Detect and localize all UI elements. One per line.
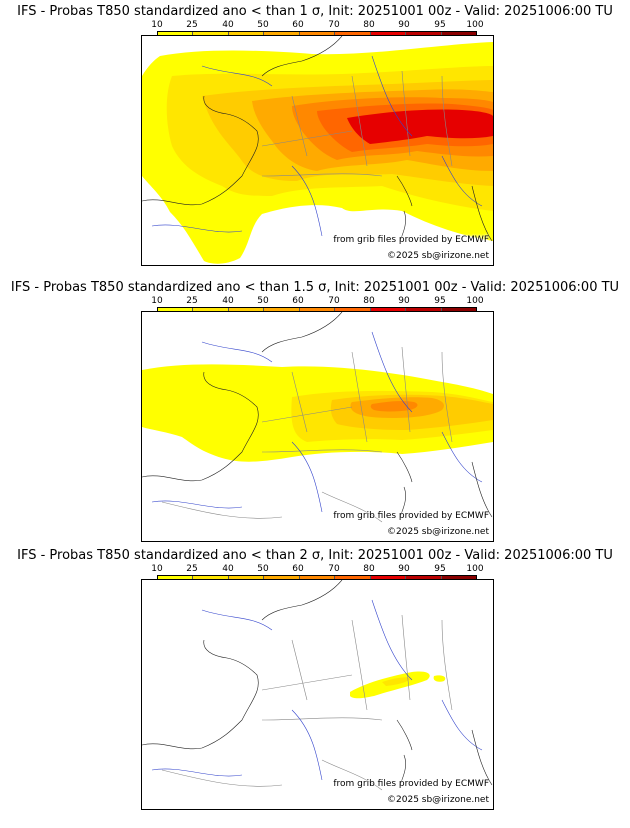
probability-map: from grib files provided by ECMWF ©2025 … bbox=[141, 579, 494, 810]
map-borders bbox=[142, 580, 493, 791]
legend-tick-label: 95 bbox=[434, 296, 446, 306]
legend-tick-label: 95 bbox=[434, 564, 446, 574]
legend-tick-label: 70 bbox=[328, 296, 340, 306]
probability-panel-1-sigma: IFS - Probas T850 standardized ano < tha… bbox=[0, 4, 630, 272]
legend-tick-label: 90 bbox=[398, 20, 410, 30]
legend-tick-label: 60 bbox=[292, 20, 304, 30]
legend-tick-label: 70 bbox=[328, 20, 340, 30]
legend-tick-label: 100 bbox=[466, 20, 484, 30]
legend-tick-label: 80 bbox=[363, 296, 375, 306]
legend-tick-label: 10 bbox=[151, 296, 163, 306]
legend-tick-label: 25 bbox=[186, 564, 198, 574]
source-credit: from grib files provided by ECMWF bbox=[333, 511, 489, 521]
map-canvas bbox=[142, 36, 493, 264]
panel-title: IFS - Probas T850 standardized ano < tha… bbox=[10, 280, 620, 295]
copyright-text: ©2025 sb@irizone.net bbox=[387, 527, 489, 537]
probability-panel-1.5-sigma: IFS - Probas T850 standardized ano < tha… bbox=[0, 280, 630, 548]
map-canvas bbox=[142, 580, 493, 791]
probability-map: from grib files provided by ECMWF ©2025 … bbox=[141, 35, 494, 266]
legend-tick-label: 10 bbox=[151, 564, 163, 574]
legend-tick-label: 70 bbox=[328, 564, 340, 574]
panel-title: IFS - Probas T850 standardized ano < tha… bbox=[17, 548, 613, 563]
legend-tick-label: 80 bbox=[363, 564, 375, 574]
legend-tick-label: 25 bbox=[186, 20, 198, 30]
legend-tick-label: 40 bbox=[222, 20, 234, 30]
legend-tick-label: 90 bbox=[398, 564, 410, 574]
legend-tick-label: 50 bbox=[257, 564, 269, 574]
probability-fill bbox=[350, 671, 446, 699]
legend-tick-label: 100 bbox=[466, 564, 484, 574]
source-credit: from grib files provided by ECMWF bbox=[333, 235, 489, 245]
legend-tick-label: 50 bbox=[257, 20, 269, 30]
legend-tick-label: 10 bbox=[151, 20, 163, 30]
source-credit: from grib files provided by ECMWF bbox=[333, 779, 489, 789]
map-canvas bbox=[142, 312, 493, 523]
map-borders bbox=[142, 312, 493, 523]
legend-tick-label: 40 bbox=[222, 564, 234, 574]
legend-tick-label: 25 bbox=[186, 296, 198, 306]
probability-panel-2-sigma: IFS - Probas T850 standardized ano < tha… bbox=[0, 548, 630, 816]
copyright-text: ©2025 sb@irizone.net bbox=[387, 795, 489, 805]
copyright-text: ©2025 sb@irizone.net bbox=[387, 251, 489, 261]
legend-tick-label: 50 bbox=[257, 296, 269, 306]
legend-tick-label: 60 bbox=[292, 296, 304, 306]
panel-title: IFS - Probas T850 standardized ano < tha… bbox=[17, 4, 613, 19]
legend-tick-label: 100 bbox=[466, 296, 484, 306]
legend-tick-label: 90 bbox=[398, 296, 410, 306]
probability-map: from grib files provided by ECMWF ©2025 … bbox=[141, 311, 494, 542]
legend-tick-label: 95 bbox=[434, 20, 446, 30]
map-borders bbox=[142, 36, 493, 242]
legend-tick-label: 80 bbox=[363, 20, 375, 30]
probability-fill bbox=[142, 42, 493, 264]
legend-tick-label: 40 bbox=[222, 296, 234, 306]
legend-tick-label: 60 bbox=[292, 564, 304, 574]
